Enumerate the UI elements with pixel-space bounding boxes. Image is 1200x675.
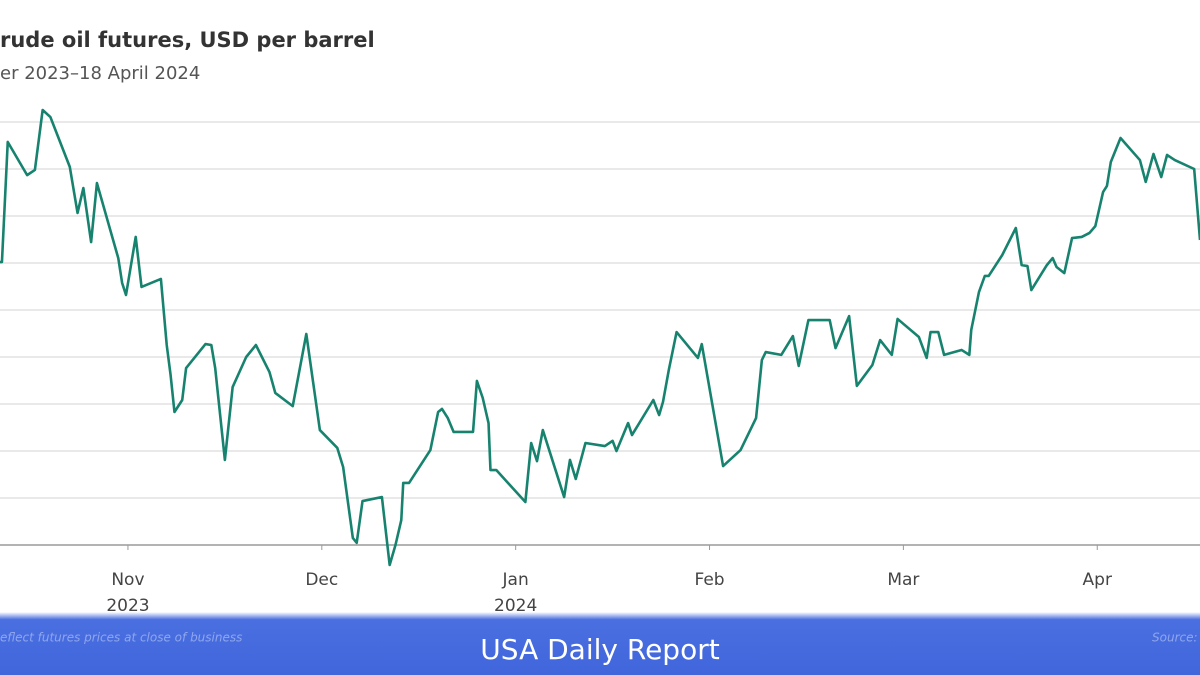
x-tick-label: Mar xyxy=(887,570,919,590)
footer-band xyxy=(0,612,1200,675)
x-tick-label: Jan xyxy=(502,570,529,590)
chart-title: rude oil futures, USD per barrel xyxy=(0,28,375,52)
price-line xyxy=(0,108,1200,567)
footnote: eflect futures prices at close of busine… xyxy=(0,631,242,645)
x-axis: Nov 2023 Dec Jan 2024 Feb Mar Apr xyxy=(106,545,1112,616)
x-tick-label: Nov xyxy=(111,570,144,590)
x-tick-label: Feb xyxy=(694,570,724,590)
plot-area xyxy=(0,108,1200,567)
grid xyxy=(0,121,1200,546)
x-tick-label: Apr xyxy=(1083,570,1112,590)
x-tick-year: 2023 xyxy=(106,596,149,616)
x-tick-year: 2024 xyxy=(494,596,537,616)
chart-subtitle: er 2023–18 April 2024 xyxy=(0,63,200,84)
banner-title: USA Daily Report xyxy=(480,633,719,666)
source: Source: xyxy=(1152,631,1198,645)
x-tick-label: Dec xyxy=(305,570,338,590)
